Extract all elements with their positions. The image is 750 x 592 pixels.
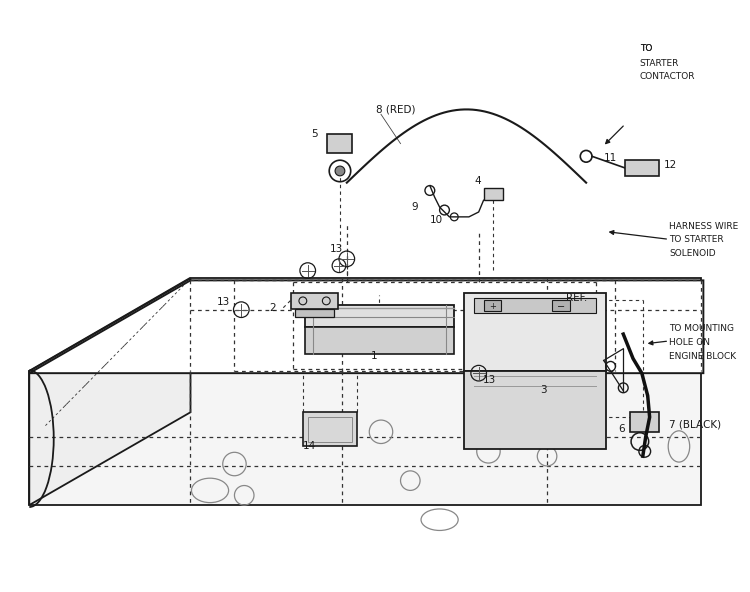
Text: 10: 10 xyxy=(430,215,442,225)
Text: SOLENOID: SOLENOID xyxy=(669,249,716,258)
Polygon shape xyxy=(304,327,454,353)
Text: 13: 13 xyxy=(216,297,229,307)
Polygon shape xyxy=(29,278,701,371)
Text: ENGINE BLOCK: ENGINE BLOCK xyxy=(669,352,736,361)
Polygon shape xyxy=(303,412,356,446)
Text: HARNESS WIRE: HARNESS WIRE xyxy=(669,222,739,231)
Polygon shape xyxy=(552,300,569,311)
Polygon shape xyxy=(464,293,606,371)
Text: 13: 13 xyxy=(482,375,496,385)
Text: 4: 4 xyxy=(474,176,481,186)
Polygon shape xyxy=(630,412,659,432)
Polygon shape xyxy=(464,371,606,449)
Text: −: − xyxy=(556,302,565,312)
Text: +: + xyxy=(489,302,496,311)
Text: 14: 14 xyxy=(303,441,316,451)
Text: TO MOUNTING: TO MOUNTING xyxy=(669,324,734,333)
Text: 11: 11 xyxy=(604,153,617,163)
Polygon shape xyxy=(29,281,703,373)
Text: HOLE ON: HOLE ON xyxy=(669,338,710,347)
Polygon shape xyxy=(29,278,190,505)
Polygon shape xyxy=(484,300,501,311)
Polygon shape xyxy=(295,308,334,317)
Polygon shape xyxy=(29,371,701,505)
Text: 5: 5 xyxy=(311,129,318,139)
Text: eReplacementParts.com: eReplacementParts.com xyxy=(152,363,288,374)
Polygon shape xyxy=(304,305,454,327)
Text: CONTACTOR: CONTACTOR xyxy=(640,72,695,81)
Text: TO STARTER: TO STARTER xyxy=(669,236,724,244)
Text: 1: 1 xyxy=(370,350,377,361)
Text: STARTER: STARTER xyxy=(640,59,680,67)
Text: 2: 2 xyxy=(268,303,275,313)
Text: 12: 12 xyxy=(663,160,676,170)
Circle shape xyxy=(335,166,345,176)
Text: 6: 6 xyxy=(619,424,626,434)
Polygon shape xyxy=(474,298,596,313)
Text: 9: 9 xyxy=(412,202,418,212)
Text: 3: 3 xyxy=(540,385,547,395)
Polygon shape xyxy=(484,188,503,200)
Polygon shape xyxy=(626,160,659,176)
Text: 8 (RED): 8 (RED) xyxy=(376,104,416,114)
Text: 7 (BLACK): 7 (BLACK) xyxy=(669,420,722,430)
Text: TO: TO xyxy=(640,44,652,53)
Text: 13: 13 xyxy=(330,244,343,254)
Text: REF.: REF. xyxy=(566,293,587,303)
Polygon shape xyxy=(291,293,338,308)
Text: TO: TO xyxy=(640,44,652,53)
Polygon shape xyxy=(327,134,352,153)
